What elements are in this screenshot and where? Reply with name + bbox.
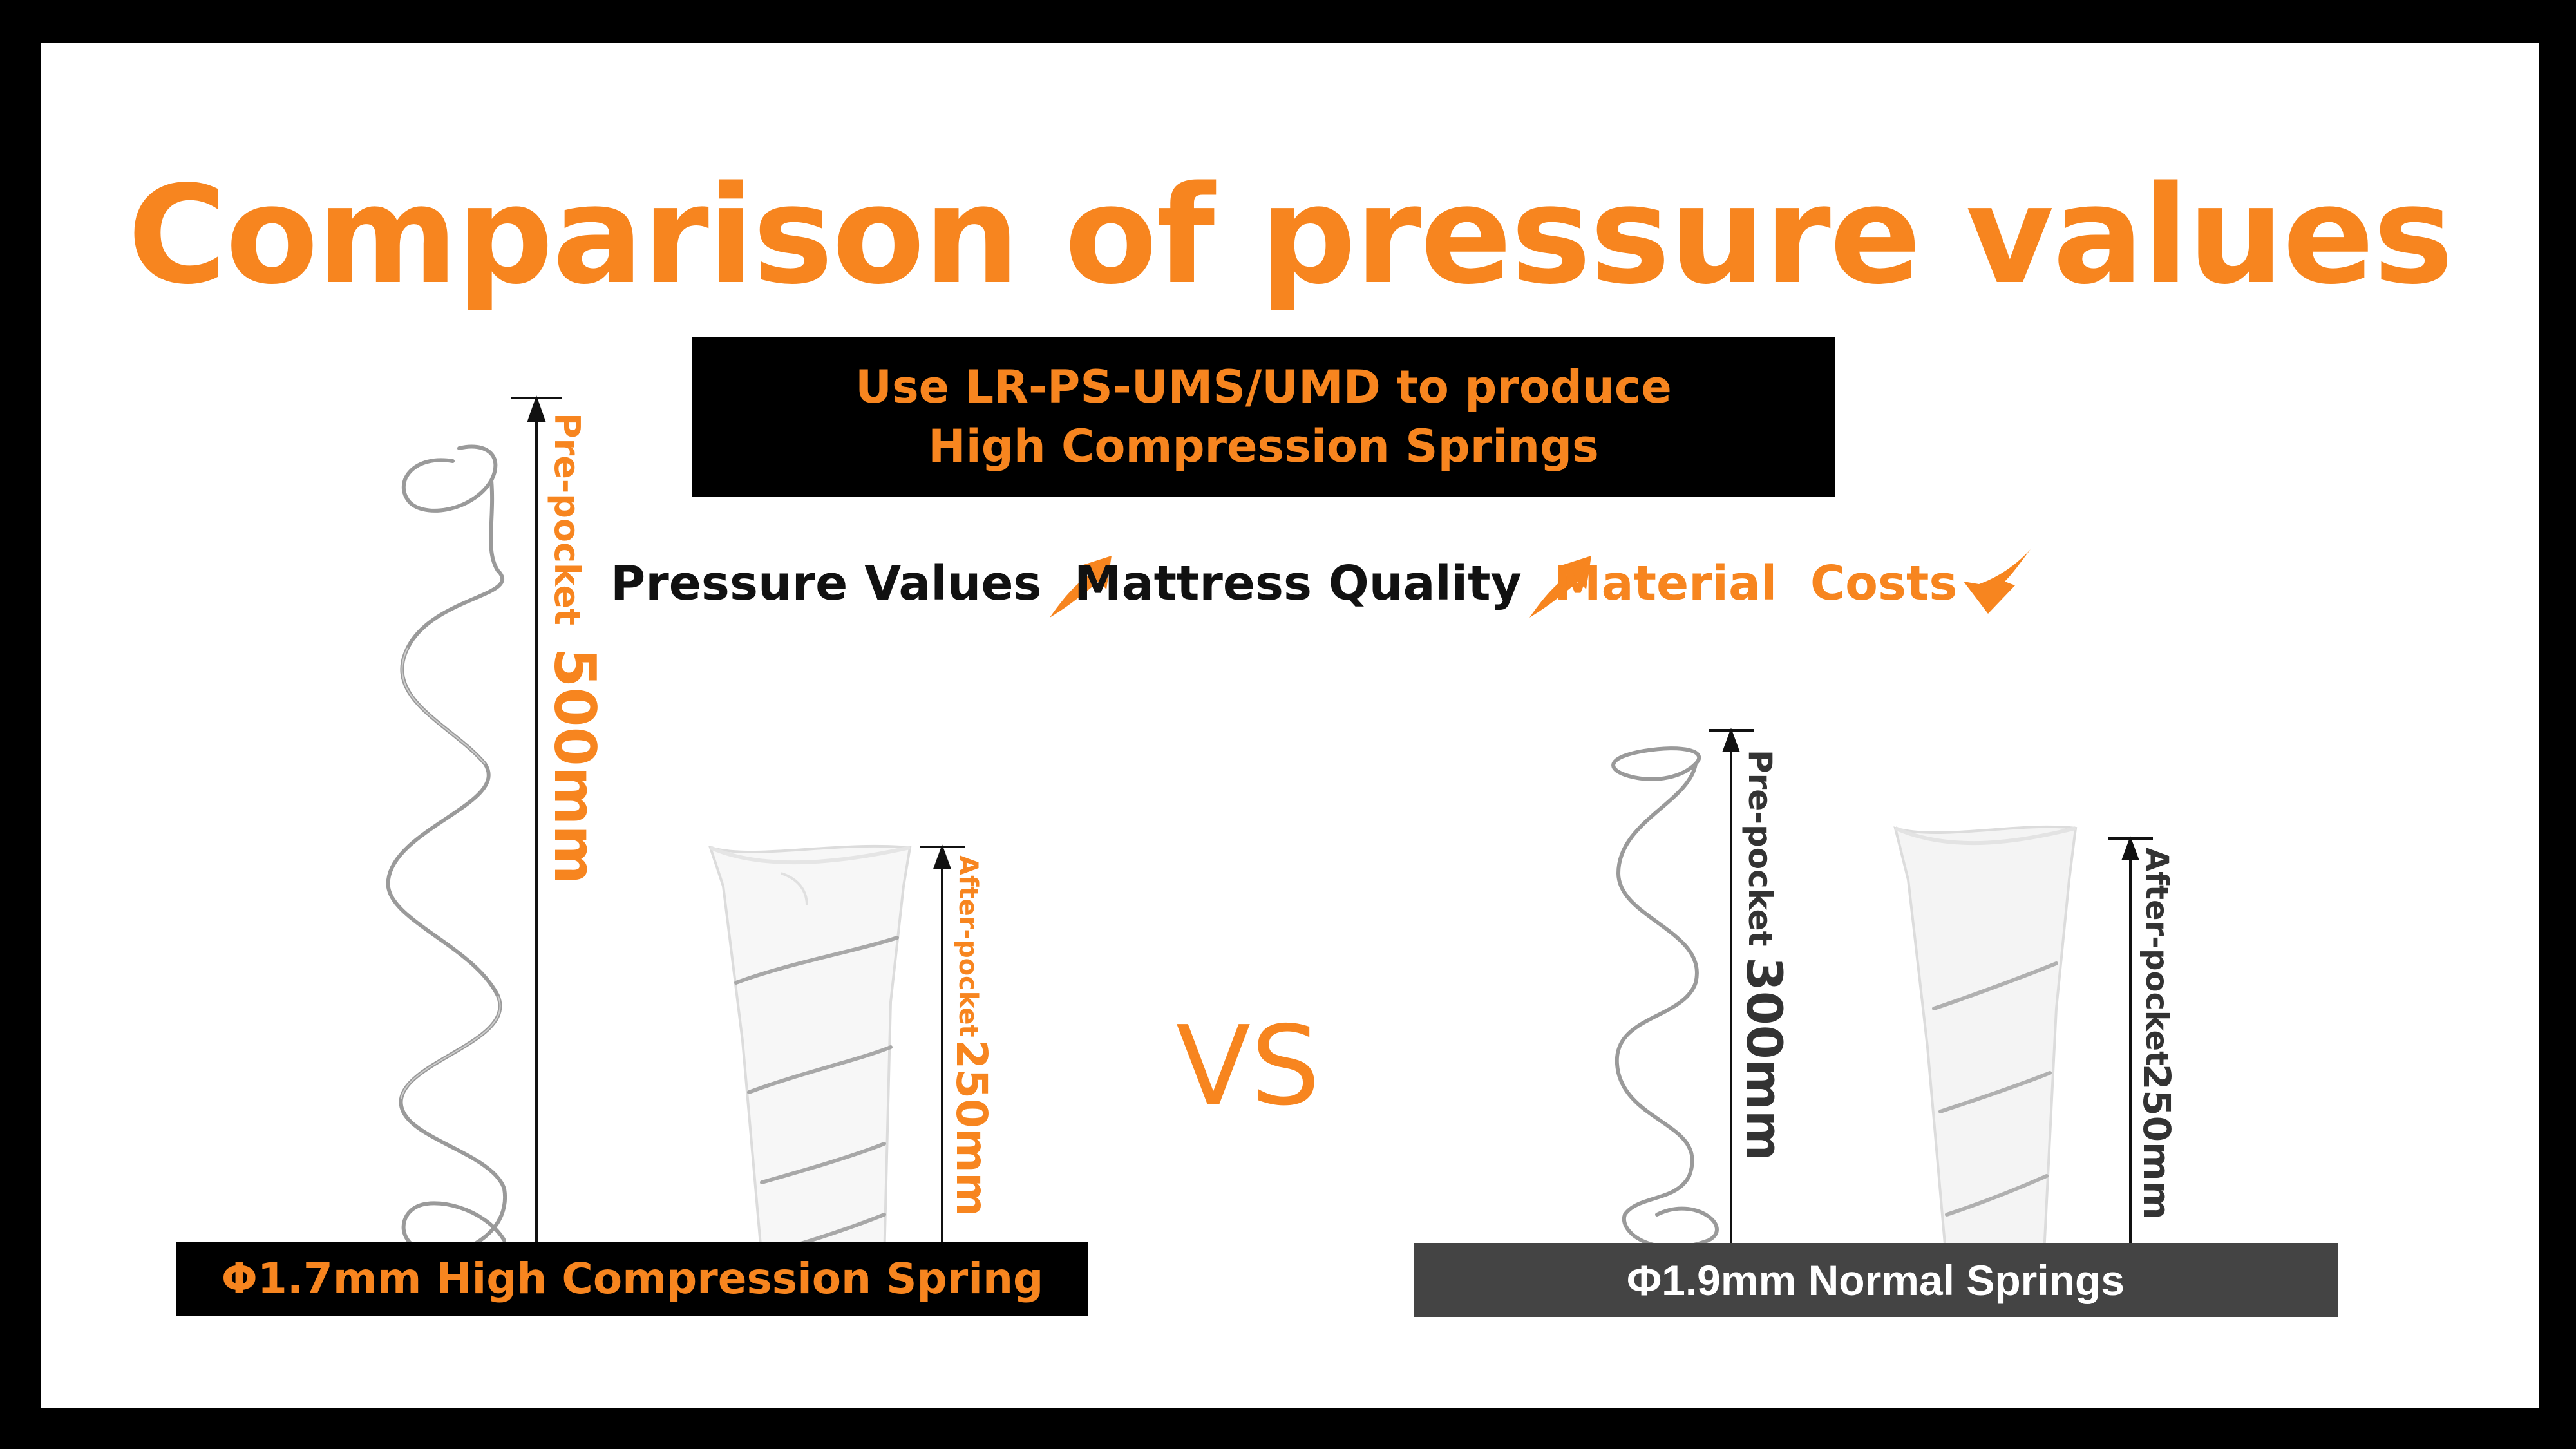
method-line-2: High Compression Springs	[928, 420, 1599, 473]
caption-normal-springs: Φ1.9mm Normal Springs	[1414, 1243, 2338, 1317]
arrow-up-icon	[1529, 556, 1591, 618]
right-pocketed-spring-image	[1893, 825, 2078, 1274]
metric-label: Pressure Values	[611, 556, 1042, 611]
right-after-pocket-label: After-pocket	[2139, 848, 2175, 1066]
caption-text: Φ1.9mm Normal Springs	[1626, 1256, 2125, 1304]
left-after-pocket-label: After-pocket	[953, 855, 983, 1037]
arrow-up-icon	[1049, 556, 1112, 618]
high-compression-spring-image	[386, 444, 507, 1256]
left-pre-pocket-value: 500mm	[542, 648, 608, 885]
method-line-1: Use LR-PS-UMS/UMD to produce	[855, 361, 1672, 413]
right-pre-pocket-value: 300mm	[1736, 957, 1793, 1162]
caption-high-compression-spring: Φ1.7mm High Compression Spring	[176, 1242, 1088, 1316]
left-pocketed-spring-image	[708, 844, 912, 1269]
caption-text: Φ1.7mm High Compression Spring	[221, 1254, 1044, 1303]
right-after-pocket-value: 250mm	[2135, 1064, 2179, 1220]
arrow-down-icon	[1964, 549, 2031, 614]
slide-panel: Comparison of pressure values Use LR-PS-…	[41, 43, 2539, 1408]
metric-material-costs: Material Costs	[1554, 538, 2037, 629]
vs-label: VS	[1175, 1003, 1321, 1130]
metric-mattress-quality: Mattress Quality	[1074, 538, 1595, 629]
page-title: Comparison of pressure values	[128, 156, 2454, 314]
metric-pressure-values: Pressure Values	[611, 538, 1115, 629]
metric-label: Mattress Quality	[1074, 556, 1522, 611]
right-pre-pocket-label: Pre-pocket	[1741, 750, 1779, 947]
left-after-pocket-value: 250mm	[947, 1039, 996, 1217]
left-pre-pocket-label: Pre-pocket	[547, 413, 587, 625]
method-banner: Use LR-PS-UMS/UMD to produce High Compre…	[692, 337, 1835, 497]
metric-label: Material Costs	[1554, 556, 1958, 611]
